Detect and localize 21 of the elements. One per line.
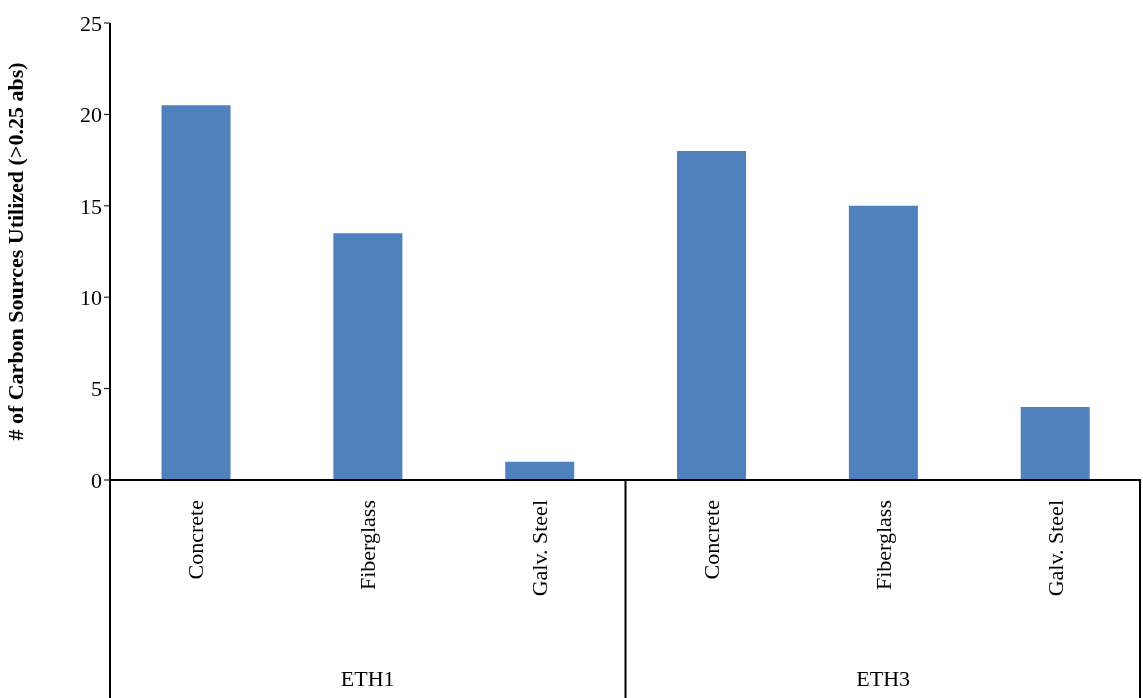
y-axis-title: # of Carbon Sources Utilized (>0.25 abs): [2, 62, 28, 441]
x-tick-label: Galv. Steel: [1042, 500, 1068, 597]
bar: [505, 461, 575, 480]
bar: [677, 150, 747, 480]
bar: [333, 233, 403, 480]
x-tick-label: Fiberglass: [870, 500, 896, 591]
y-tick-label: 10: [80, 285, 102, 311]
text: ETH1: [340, 666, 395, 691]
x-tick-label: Concrete: [183, 500, 209, 580]
y-tick-label: 15: [80, 193, 102, 219]
y-tick-label: 0: [91, 467, 102, 493]
y-tick-label: 25: [80, 10, 102, 36]
bar: [848, 205, 918, 480]
y-tick-label: 20: [80, 102, 102, 128]
bar: [161, 105, 231, 480]
y-tick-label: 5: [91, 376, 102, 402]
text: ETH3: [856, 666, 911, 691]
x-tick-label: Galv. Steel: [527, 500, 553, 597]
bar: [1020, 406, 1090, 480]
x-tick-label: Fiberglass: [355, 500, 381, 591]
x-tick-label: Concrete: [698, 500, 724, 580]
